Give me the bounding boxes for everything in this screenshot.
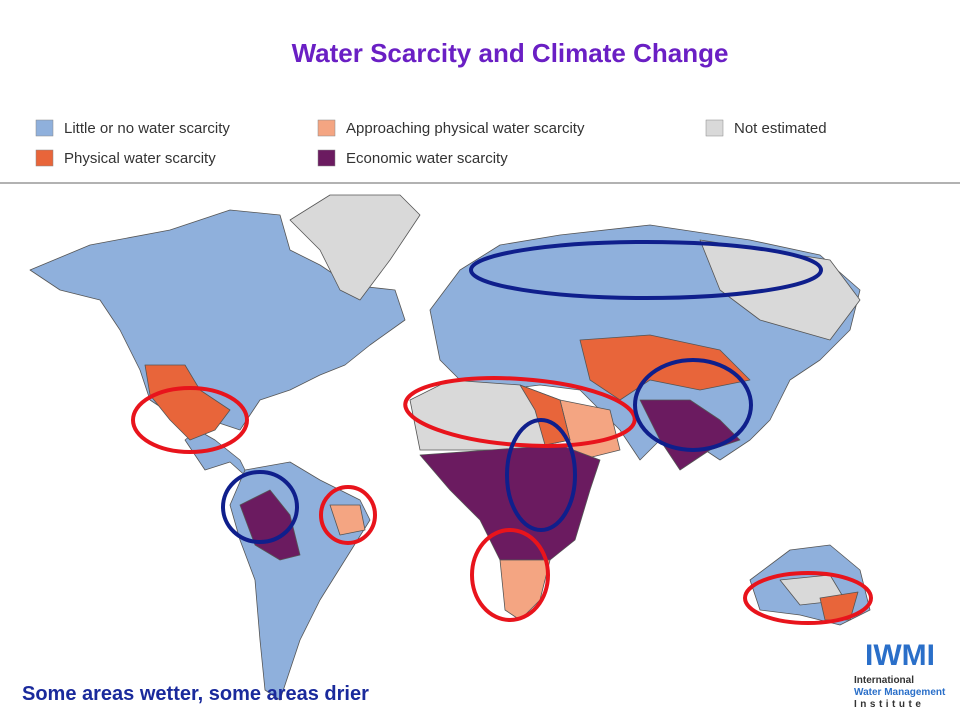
legend-swatch [317,149,336,167]
legend-swatch [705,119,724,137]
legend-swatch [35,119,54,137]
legend-swatch [35,149,54,167]
title: Water Scarcity and Climate Change [292,38,729,68]
legend: Little or no water scarcity Physical wate… [35,119,827,167]
caption: Some areas wetter, some areas drier [22,683,369,705]
logo-line: Institute [854,699,924,710]
legend-label: Economic water scarcity [346,150,508,167]
highlight-rings [131,240,873,625]
logo-line: International [854,675,914,686]
logo: IWMI International Water Management Inst… [854,639,946,710]
legend-label: Approaching physical water scarcity [346,120,585,137]
logo-line: Water Management [854,687,946,698]
legend-label: Not estimated [734,120,827,137]
legend-label: Little or no water scarcity [64,120,230,137]
legend-label: Physical water scarcity [64,150,216,167]
legend-swatch [317,119,336,137]
logo-name: IWMI [865,639,935,672]
